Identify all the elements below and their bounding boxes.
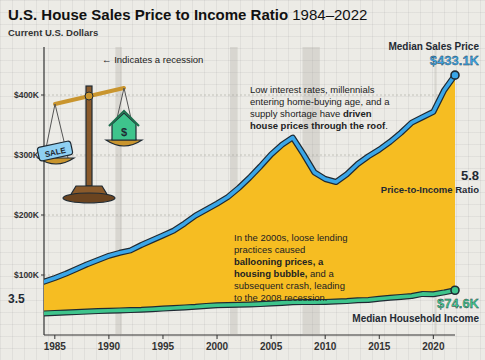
house-roof — [109, 111, 139, 126]
x-tick — [271, 335, 272, 339]
x-tick-label: 1995 — [152, 341, 175, 352]
ratio-name: Price-to-Income Ratio — [381, 184, 479, 195]
annotation-part: . — [385, 120, 388, 131]
x-tick-label: 1985 — [44, 341, 67, 352]
x-axis-line — [44, 334, 455, 335]
scale-pivot — [85, 92, 93, 100]
x-tick — [379, 335, 380, 339]
x-tick-label: 2010 — [314, 341, 337, 352]
ratio-start-label: 3.5 — [8, 292, 25, 306]
scale-post — [86, 86, 92, 186]
line — [44, 75, 455, 282]
annotation: Low interest rates, millennials entering… — [250, 84, 392, 132]
subtitle: 1984–2022 — [292, 6, 367, 23]
sale-tag — [37, 141, 73, 162]
y-tick-label: $300K — [14, 150, 40, 160]
y-tick-label: $400K — [14, 90, 40, 100]
sale-tag-text: SALE — [44, 146, 67, 159]
y-tick-label: $100K — [14, 270, 40, 280]
x-tick-label: 2020 — [422, 341, 445, 352]
title: U.S. House Sales Price to Income Ratio 1… — [8, 6, 367, 23]
end-point — [451, 71, 459, 79]
annotation: In the 2000s, loose lending practices ca… — [234, 232, 352, 304]
x-tick-label: 2000 — [206, 341, 229, 352]
end-point — [451, 286, 459, 294]
x-tick — [325, 335, 326, 339]
x-tick-label: 2015 — [368, 341, 391, 352]
scale-pan — [106, 140, 142, 146]
house — [112, 113, 136, 140]
x-tick — [433, 335, 434, 339]
chart: U.S. House Sales Price to Income Ratio 1… — [0, 0, 485, 360]
series-label: Median Sales Price — [388, 41, 479, 52]
series-label: Median Household Income — [352, 313, 479, 324]
x-tick — [162, 335, 163, 339]
title-text: U.S. House Sales Price to Income Ratio — [8, 6, 292, 23]
x-tick-label: 1990 — [98, 341, 121, 352]
value-label: $433.1K — [430, 53, 480, 68]
scale-beam — [55, 88, 124, 104]
x-tick — [108, 335, 109, 339]
annotation-part: In the 2000s, loose lending practices ca… — [234, 232, 348, 255]
x-tick — [54, 335, 55, 339]
x-tick — [217, 335, 218, 339]
house-text: $ — [121, 126, 127, 138]
recession-note: ← Indicates a recession — [102, 54, 203, 65]
y-tick-label: $200K — [14, 210, 40, 220]
scale-foot — [63, 193, 115, 203]
line-outline — [44, 75, 455, 282]
grid-line — [44, 95, 455, 96]
illustration: SALE $ — [37, 86, 142, 203]
ratio-end-label: 5.8 — [461, 168, 479, 183]
value-label: $74.6K — [437, 296, 480, 311]
x-tick-label: 2005 — [260, 341, 283, 352]
y-axis-label: Current U.S. Dollars — [8, 27, 98, 38]
